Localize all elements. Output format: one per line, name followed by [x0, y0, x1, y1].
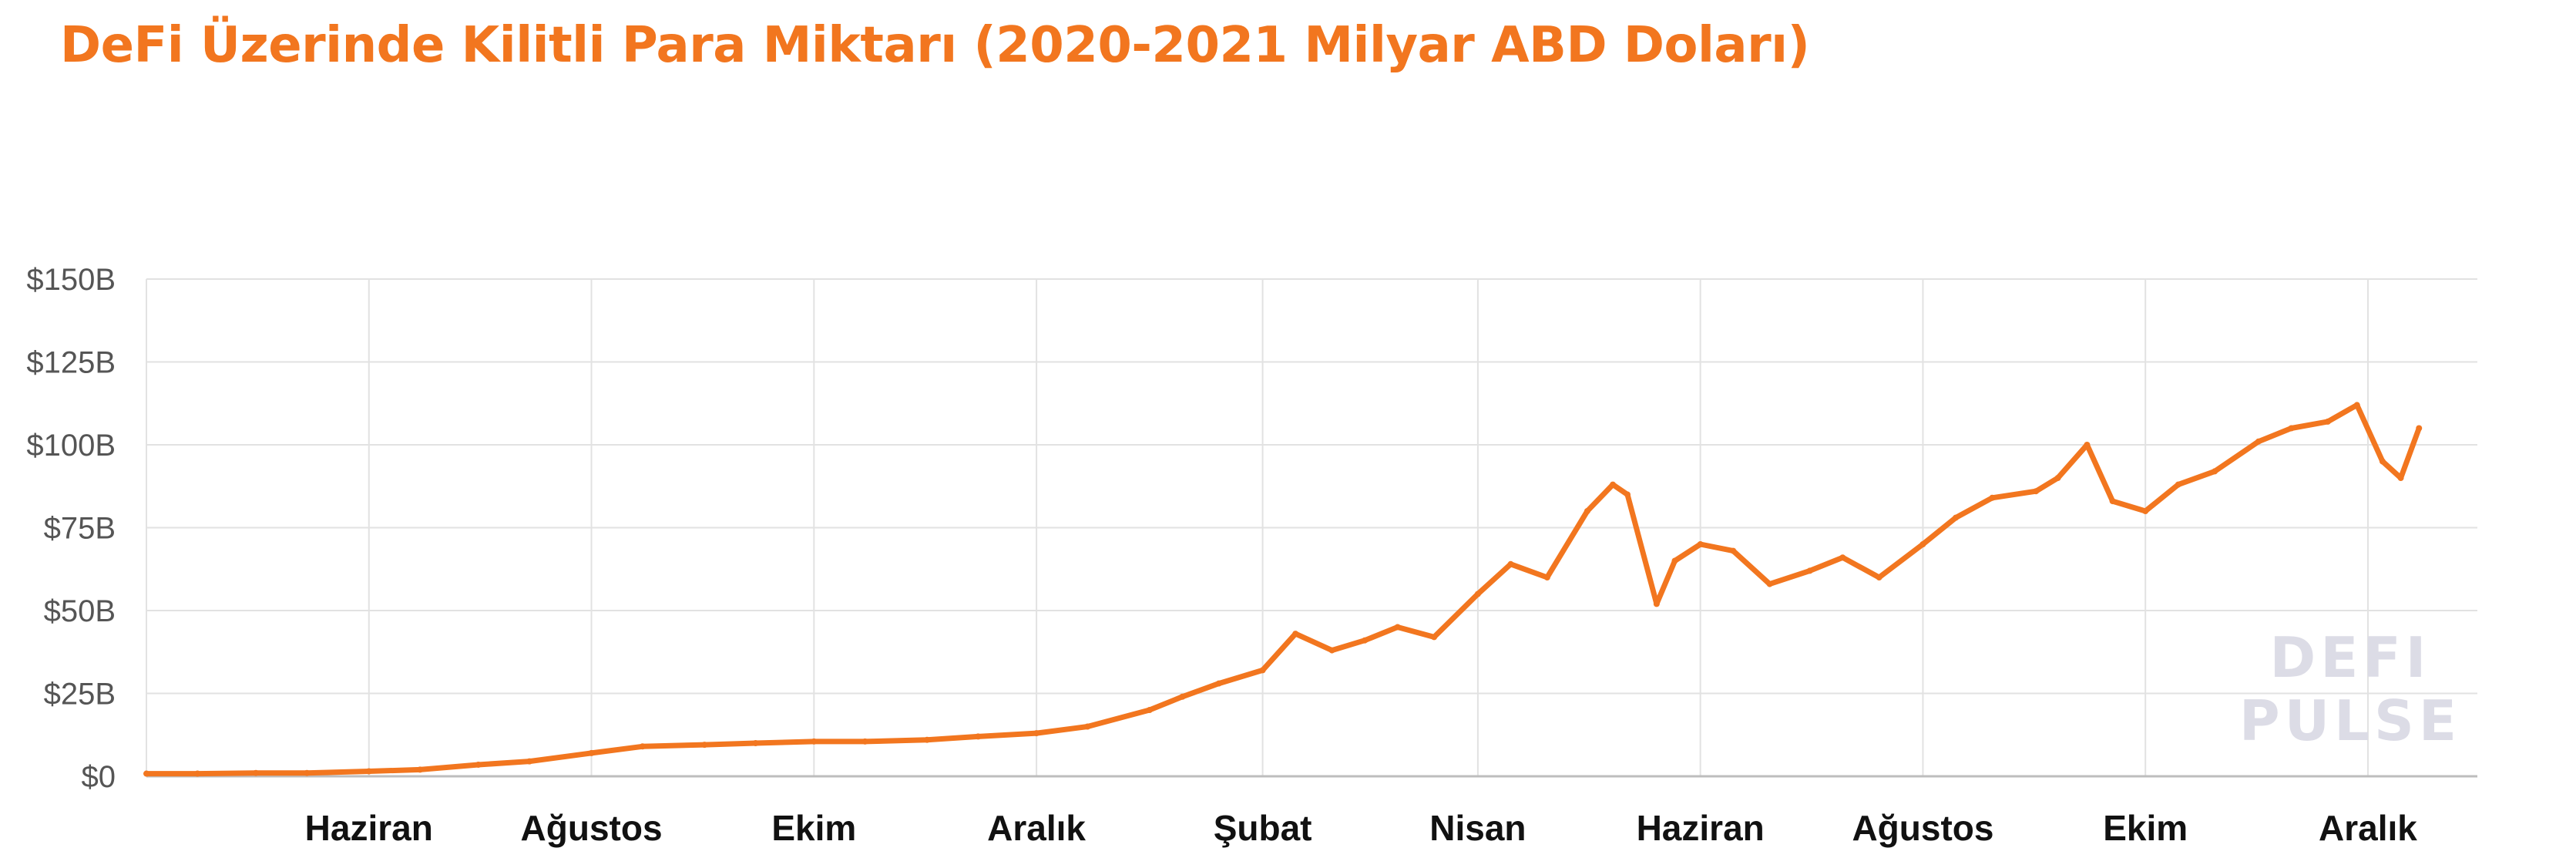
data-point	[1876, 574, 1882, 580]
x-tick-label: Ağustos	[1852, 808, 1993, 848]
data-point	[1508, 561, 1514, 567]
data-point	[1475, 591, 1481, 597]
data-point	[2289, 426, 2295, 432]
data-point	[1292, 631, 1298, 637]
data-point	[1953, 515, 1959, 521]
data-point	[1260, 667, 1266, 673]
data-point	[1654, 601, 1660, 607]
data-point	[1033, 730, 1039, 736]
y-tick-label: $50B	[44, 594, 116, 628]
data-point	[2212, 468, 2218, 474]
data-point	[1839, 554, 1846, 560]
data-point	[2142, 508, 2148, 514]
data-point	[1730, 548, 1736, 554]
y-tick-label: $0	[82, 760, 116, 794]
x-tick-label: Nisan	[1429, 808, 1526, 848]
y-tick-label: $100B	[26, 429, 116, 463]
data-point	[1584, 508, 1590, 514]
data-point	[2398, 475, 2404, 481]
grid-lines	[146, 279, 2477, 776]
x-tick-label: Haziran	[1637, 808, 1765, 848]
watermark-line-1: DEFI	[2270, 625, 2431, 690]
series-points	[143, 402, 2422, 776]
data-point	[2255, 439, 2262, 445]
data-point	[1767, 581, 1773, 587]
data-point	[1362, 638, 1368, 644]
data-point	[1395, 624, 1401, 631]
data-point	[2033, 488, 2039, 494]
data-point	[475, 762, 482, 768]
x-tick-label: Aralık	[2319, 808, 2417, 848]
x-tick-label: Haziran	[305, 808, 433, 848]
data-point	[417, 766, 423, 772]
data-point	[753, 740, 759, 746]
data-point	[1431, 634, 1437, 640]
y-tick-label: $150B	[26, 263, 116, 297]
data-point	[589, 750, 595, 756]
x-axis-ticks: Haziran Ağustos Ekim Aralık Şubat Nisan Hazira…	[305, 808, 2418, 848]
y-axis-ticks: $0 $25B $50B $75B $100B $125B $150B	[26, 263, 116, 794]
watermark-line-2: PULSE	[2239, 688, 2461, 753]
y-tick-label: $25B	[44, 678, 116, 712]
series-line	[146, 405, 2419, 773]
data-point	[526, 759, 532, 765]
data-point	[2325, 419, 2331, 425]
data-point	[1989, 495, 1995, 501]
data-point	[2084, 442, 2090, 448]
data-point	[1179, 694, 1185, 700]
data-point	[2380, 459, 2386, 465]
data-point	[862, 739, 868, 745]
data-point	[1610, 482, 1616, 488]
data-point	[924, 737, 930, 743]
data-point	[2055, 475, 2061, 481]
y-tick-label: $75B	[44, 512, 116, 546]
data-point	[1807, 567, 1813, 574]
x-tick-label: Ağustos	[521, 808, 663, 848]
data-point	[1624, 492, 1631, 498]
data-point	[2110, 498, 2116, 504]
data-point	[975, 733, 981, 739]
data-point	[143, 771, 149, 777]
data-point	[2416, 426, 2422, 432]
x-tick-label: Ekim	[771, 808, 856, 848]
data-point	[194, 771, 200, 777]
data-point	[701, 742, 707, 748]
x-tick-label: Ekim	[2103, 808, 2188, 848]
y-tick-label: $125B	[26, 346, 116, 380]
data-point	[1084, 724, 1090, 730]
data-point	[1698, 541, 1704, 547]
data-point	[1329, 648, 1335, 654]
data-point	[1544, 574, 1550, 580]
data-point	[640, 743, 646, 749]
data-point	[1672, 558, 1678, 564]
data-point	[304, 770, 310, 776]
data-point	[1147, 707, 1153, 713]
data-point	[1919, 541, 1926, 547]
data-point	[1216, 681, 1222, 687]
x-tick-label: Şubat	[1214, 808, 1312, 848]
data-point	[811, 739, 817, 745]
x-tick-label: Aralık	[987, 808, 1086, 848]
data-point	[253, 770, 259, 776]
data-point	[2175, 482, 2181, 488]
data-point	[2354, 402, 2360, 408]
data-point	[366, 769, 372, 775]
